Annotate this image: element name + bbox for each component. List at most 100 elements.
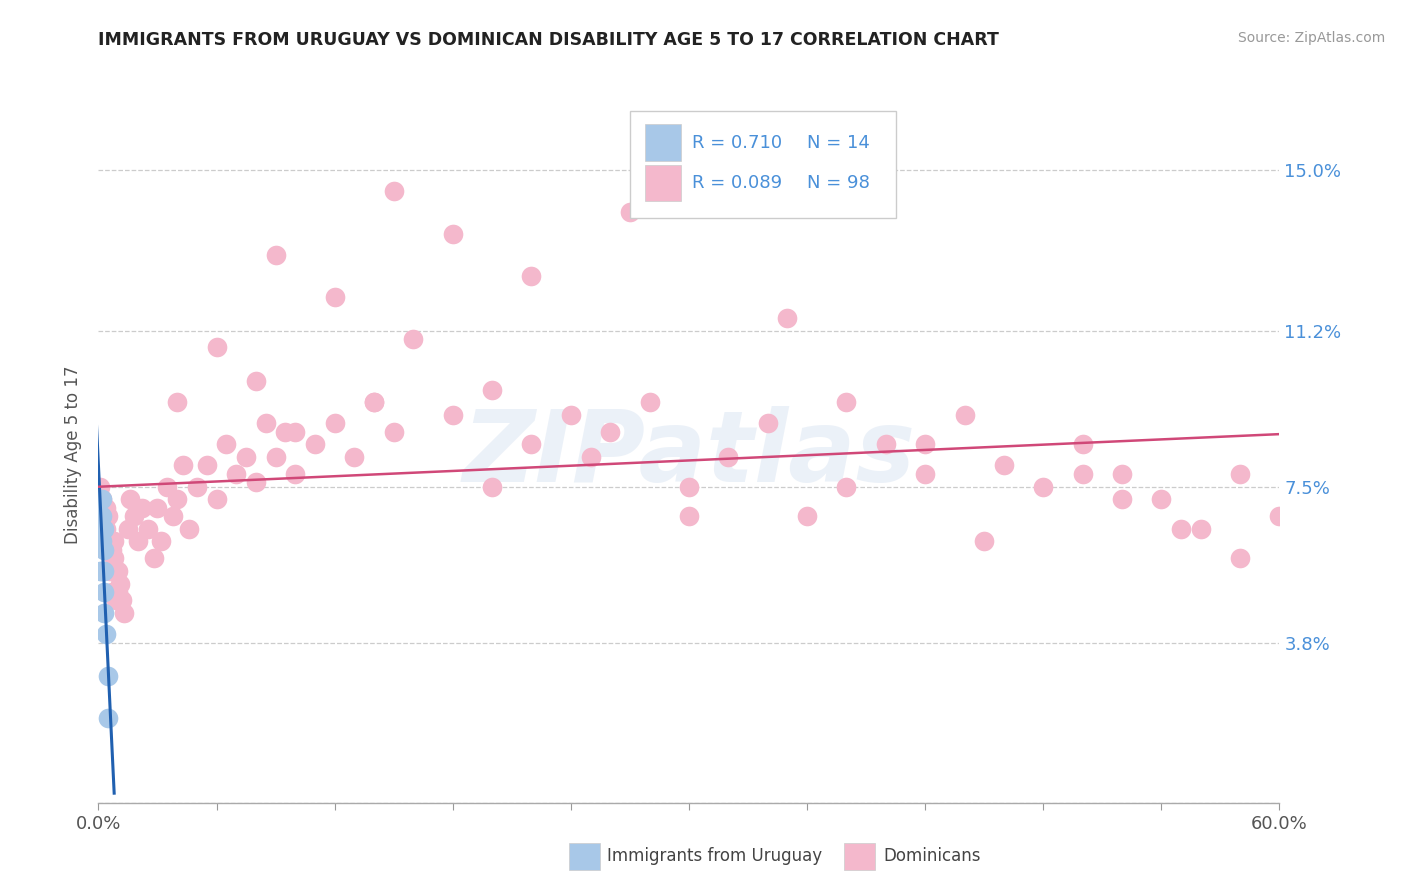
Point (638, 395, 661, 409)
FancyBboxPatch shape (645, 124, 681, 161)
Point (97, 542, 120, 557)
Point (136, 522, 159, 536)
Point (914, 467, 936, 481)
Point (93, 534, 115, 549)
Point (195, 458, 218, 473)
Point (96, 522, 118, 536)
Text: Source: ZipAtlas.com: Source: ZipAtlas.com (1237, 31, 1385, 45)
Point (579, 450, 602, 464)
Point (264, 450, 287, 464)
Point (96, 627, 118, 641)
Point (97, 711, 120, 725)
Point (150, 534, 173, 549)
Point (108, 576, 131, 591)
Point (363, 395, 385, 409)
Point (560, 408, 582, 422)
Point (103, 534, 125, 549)
Point (166, 395, 188, 409)
Text: R = 0.089: R = 0.089 (693, 174, 783, 192)
Text: N = 98: N = 98 (807, 174, 870, 192)
Point (973, 534, 995, 549)
Point (93, 522, 115, 536)
Point (146, 500, 169, 515)
Point (162, 509, 184, 524)
Point (97, 509, 120, 524)
Point (402, 332, 425, 346)
Point (678, 479, 700, 493)
Text: R = 0.710: R = 0.710 (693, 134, 783, 152)
Point (343, 450, 366, 464)
Text: ZIPatlas: ZIPatlas (463, 407, 915, 503)
Point (284, 467, 307, 481)
Point (93, 606, 115, 620)
Point (284, 425, 307, 439)
Point (993, 458, 1015, 473)
Point (103, 551, 125, 566)
Point (776, 310, 799, 325)
Point (1268, 509, 1291, 524)
Point (619, 205, 641, 219)
Point (118, 492, 141, 507)
Point (363, 395, 385, 409)
Point (205, 492, 228, 507)
Point (756, 417, 779, 431)
Point (97, 669, 120, 683)
Point (89, 564, 111, 578)
Point (254, 417, 277, 431)
Point (166, 492, 188, 507)
Point (89, 509, 111, 524)
Point (96, 500, 118, 515)
Point (717, 450, 740, 464)
Point (117, 522, 139, 536)
Point (953, 408, 976, 422)
Point (93, 564, 115, 578)
Point (215, 437, 238, 451)
Point (323, 290, 346, 304)
Point (245, 374, 267, 388)
Point (1150, 492, 1173, 507)
Point (205, 340, 228, 354)
Point (1229, 467, 1251, 481)
Point (89, 522, 111, 536)
Point (93, 585, 115, 599)
Point (1189, 522, 1212, 536)
Point (382, 185, 405, 199)
Point (1071, 467, 1094, 481)
Point (382, 425, 405, 439)
Text: N = 14: N = 14 (807, 134, 870, 152)
Point (91, 492, 114, 507)
Point (101, 585, 124, 599)
Point (98, 534, 121, 549)
Point (520, 437, 543, 451)
Point (245, 475, 267, 490)
Point (177, 522, 200, 536)
Point (835, 395, 858, 409)
Point (481, 479, 503, 493)
Point (520, 268, 543, 283)
Point (1071, 437, 1094, 451)
FancyBboxPatch shape (630, 111, 896, 219)
Point (441, 227, 464, 241)
Point (835, 479, 858, 493)
Point (127, 534, 149, 549)
Point (481, 383, 503, 397)
Point (1111, 467, 1133, 481)
Point (93, 509, 115, 524)
Point (91, 509, 114, 524)
Point (235, 450, 257, 464)
Point (1032, 479, 1054, 493)
Point (304, 437, 326, 451)
FancyBboxPatch shape (645, 165, 681, 201)
Point (105, 564, 128, 578)
Point (1229, 551, 1251, 566)
Point (274, 425, 297, 439)
Point (122, 509, 145, 524)
Point (1111, 492, 1133, 507)
Point (441, 408, 464, 422)
Point (323, 417, 346, 431)
Point (875, 437, 897, 451)
Point (91, 534, 114, 549)
Text: IMMIGRANTS FROM URUGUAY VS DOMINICAN DISABILITY AGE 5 TO 17 CORRELATION CHART: IMMIGRANTS FROM URUGUAY VS DOMINICAN DIS… (98, 31, 1000, 49)
Point (225, 467, 247, 481)
Point (107, 585, 129, 599)
